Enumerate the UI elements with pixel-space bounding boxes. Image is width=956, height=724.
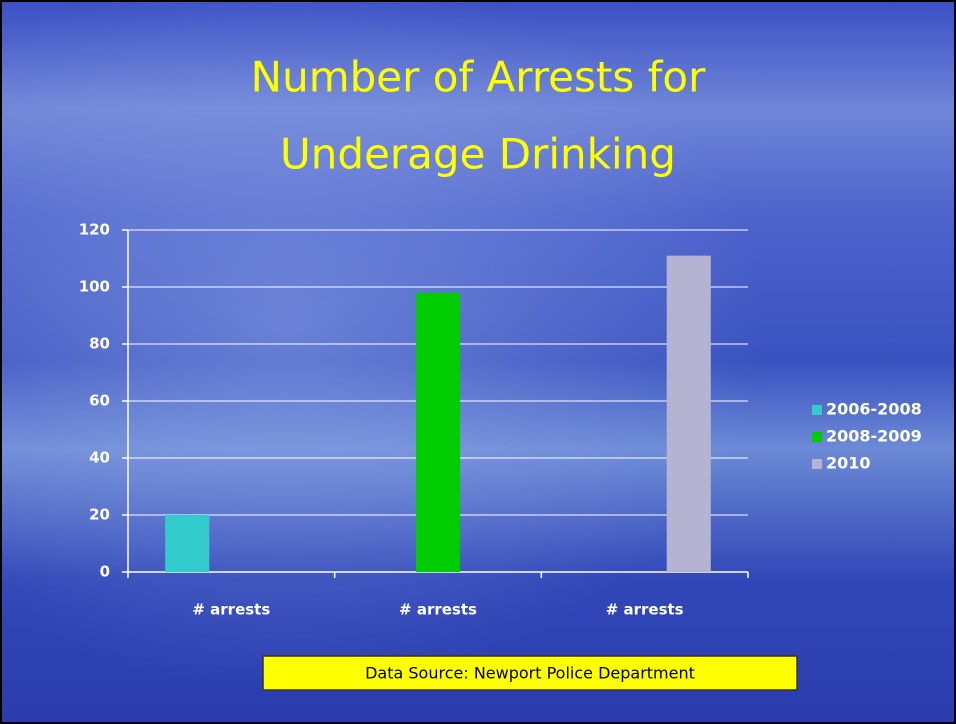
y-tick-label: 0	[100, 563, 110, 581]
x-tick-label: # arrests	[606, 601, 684, 619]
chart-title: Underage Drinking	[280, 130, 676, 179]
bar	[415, 292, 461, 572]
legend-label: 2010	[826, 454, 871, 473]
legend-swatch	[812, 459, 822, 469]
bar	[666, 255, 711, 572]
y-tick-label: 120	[79, 221, 110, 239]
source-note: Data Source: Newport Police Department	[365, 664, 695, 683]
y-tick-label: 80	[89, 335, 110, 353]
y-tick-label: 40	[89, 449, 110, 467]
legend-label: 2008-2009	[826, 427, 922, 446]
legend-label: 2006-2008	[826, 400, 922, 419]
y-tick-label: 100	[79, 278, 110, 296]
chart-title: Number of Arrests for	[251, 53, 706, 102]
y-tick-label: 20	[89, 506, 110, 524]
bar	[165, 515, 210, 572]
source-box	[262, 655, 798, 691]
legend-swatch	[812, 405, 822, 415]
legend-swatch	[812, 432, 822, 442]
y-tick-label: 60	[89, 392, 110, 410]
x-tick-label: # arrests	[399, 601, 477, 619]
x-tick-label: # arrests	[192, 601, 270, 619]
